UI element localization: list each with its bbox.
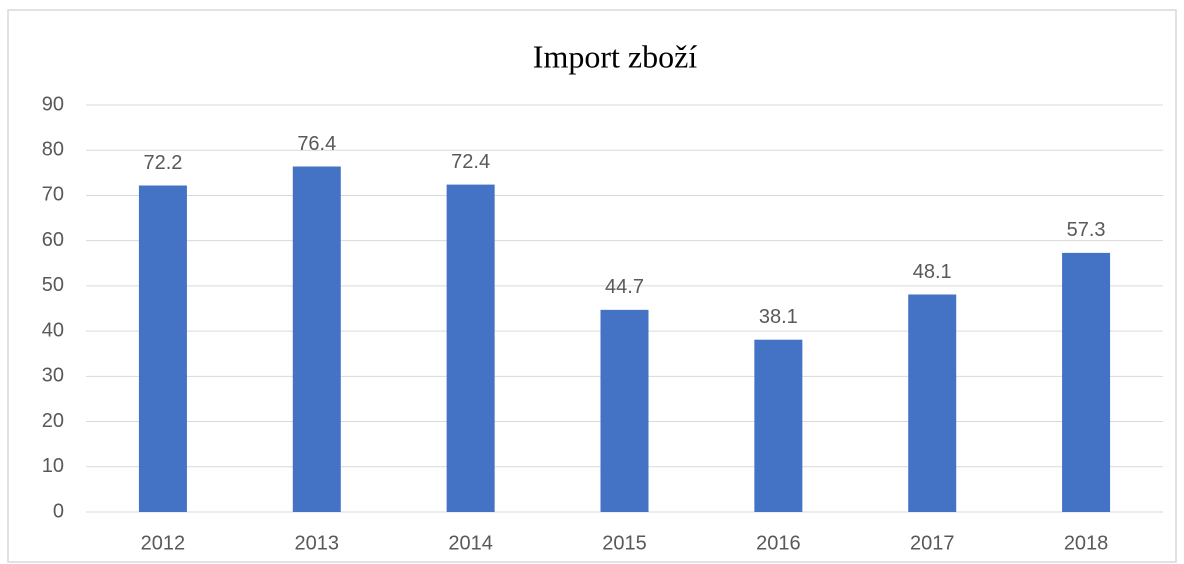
data-label: 72.2 (143, 152, 182, 174)
y-tick-label: 90 (42, 93, 64, 115)
x-tick-label: 2012 (141, 532, 186, 554)
x-tick-label: 2015 (602, 532, 647, 554)
bar (446, 184, 495, 512)
y-tick-label: 30 (42, 365, 64, 387)
y-tick-label: 0 (53, 500, 64, 522)
data-label: 72.4 (451, 151, 490, 173)
data-label: 48.1 (913, 261, 952, 283)
x-tick-label: 2017 (910, 532, 955, 554)
bar (908, 294, 957, 512)
data-label: 44.7 (605, 276, 644, 298)
data-label: 76.4 (297, 133, 336, 155)
y-tick-label: 60 (42, 229, 64, 251)
bar (754, 339, 803, 512)
y-tick-label: 10 (42, 455, 64, 477)
y-tick-label: 20 (42, 410, 64, 432)
y-tick-label: 50 (42, 274, 64, 296)
x-tick-label: 2013 (295, 532, 340, 554)
chart-title: Import zboží (533, 38, 698, 74)
y-tick-label: 40 (42, 319, 64, 341)
bar (138, 185, 187, 513)
bar (292, 166, 341, 512)
data-label: 57.3 (1067, 219, 1106, 241)
x-tick-label: 2014 (448, 532, 493, 554)
y-tick-label: 80 (42, 139, 64, 161)
bar (600, 309, 649, 512)
x-tick-label: 2016 (756, 532, 801, 554)
y-tick-label: 70 (42, 184, 64, 206)
x-tick-label: 2018 (1064, 532, 1109, 554)
bar (1062, 252, 1111, 513)
data-label: 38.1 (759, 306, 798, 328)
